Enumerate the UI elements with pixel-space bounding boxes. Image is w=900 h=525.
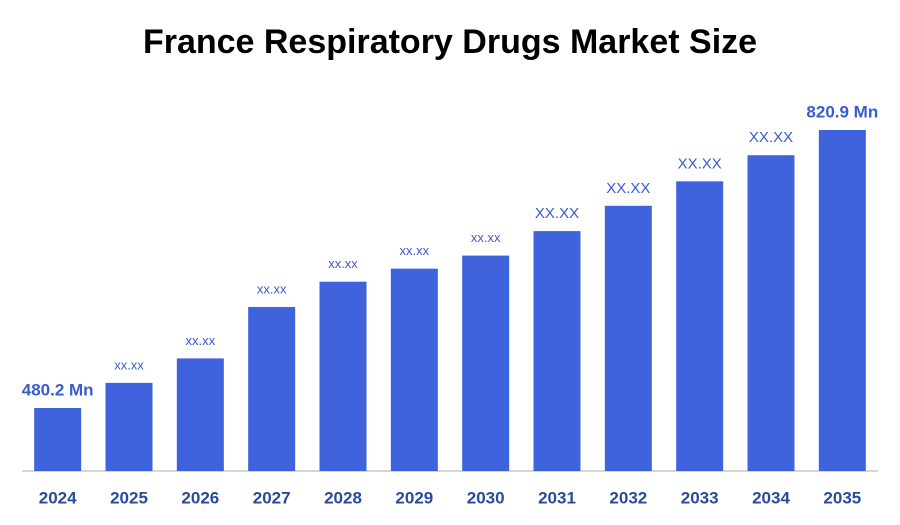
chart-title: France Respiratory Drugs Market Size: [143, 23, 757, 61]
bar: [818, 130, 866, 471]
value-label: xx.xx: [328, 256, 358, 271]
x-tick-label: 2034: [752, 488, 790, 507]
bar: [676, 181, 724, 471]
bar: [176, 358, 224, 471]
bar: [34, 408, 82, 471]
x-tick-label: 2032: [609, 488, 647, 507]
value-label: xx.xx: [400, 243, 430, 258]
value-label: xx.xx: [114, 357, 144, 372]
value-label: XX.XX: [606, 180, 650, 197]
x-tick-label: 2027: [253, 488, 291, 507]
value-label: 820.9 Mn: [806, 102, 878, 121]
x-tick-label: 2025: [110, 488, 148, 507]
x-tick-label: 2035: [823, 488, 861, 507]
bar: [248, 306, 296, 471]
value-label: xx.xx: [186, 333, 216, 348]
bar: [105, 382, 153, 471]
bar: [747, 155, 795, 471]
value-label: XX.XX: [749, 129, 793, 146]
bar: [462, 255, 510, 471]
bar: [604, 205, 652, 471]
value-label: xx.xx: [257, 281, 287, 296]
x-tick-label: 2028: [324, 488, 362, 507]
x-tick-label: 2024: [39, 488, 77, 507]
bar: [319, 281, 367, 471]
bar: [533, 231, 581, 471]
value-label: xx.xx: [471, 230, 501, 245]
x-tick-label: 2030: [467, 488, 505, 507]
value-label: XX.XX: [535, 205, 579, 222]
x-tick-label: 2026: [181, 488, 219, 507]
value-label: XX.XX: [678, 155, 722, 172]
x-tick-label: 2029: [395, 488, 433, 507]
bar: [390, 268, 438, 471]
x-tick-label: 2031: [538, 488, 576, 507]
x-tick-label: 2033: [681, 488, 719, 507]
value-label: 480.2 Mn: [22, 380, 94, 399]
